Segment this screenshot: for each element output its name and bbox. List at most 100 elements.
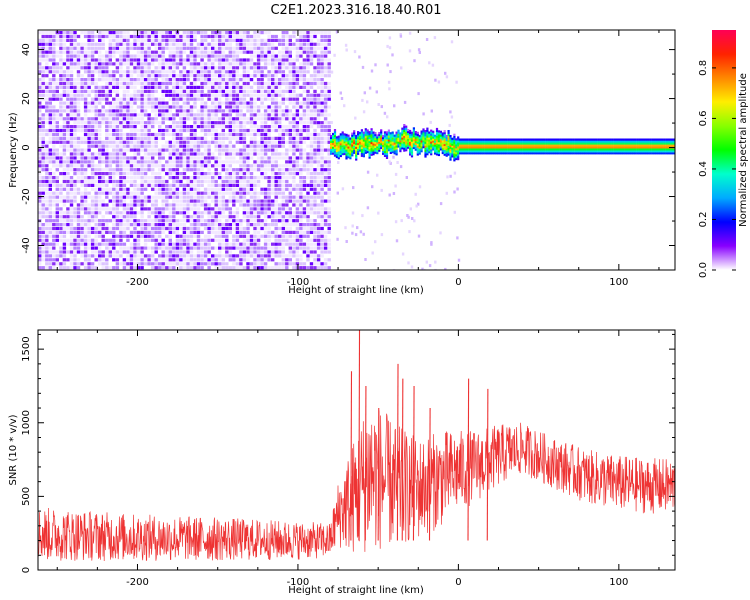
heat-cell — [189, 176, 194, 180]
heat-cell — [76, 46, 81, 50]
heat-cell — [101, 183, 105, 187]
heat-cell — [161, 246, 165, 250]
heat-cell — [76, 160, 81, 164]
heat-cell — [292, 117, 296, 121]
heat-cell — [108, 254, 112, 258]
heat-cell — [221, 266, 225, 270]
heat-cell — [52, 211, 56, 215]
heat-cell — [306, 109, 310, 113]
heat-cell — [278, 219, 282, 223]
heat-cell — [323, 113, 328, 117]
heat-cell — [249, 34, 254, 39]
heat-cell — [182, 38, 187, 42]
heat-cell — [295, 136, 300, 140]
heat-cell — [122, 176, 127, 180]
heat-cell — [302, 66, 307, 70]
heat-cell — [360, 154, 363, 157]
heat-cell — [274, 117, 278, 121]
heat-cell — [221, 211, 225, 215]
heat-cell — [203, 176, 208, 180]
heat-cell — [374, 240, 377, 244]
heat-cell — [122, 70, 127, 74]
heat-cell — [200, 223, 204, 227]
heat-cell — [52, 78, 56, 82]
heat-cell — [119, 31, 123, 35]
heat-cell — [351, 134, 354, 137]
heat-cell — [196, 46, 201, 50]
heat-cell — [165, 250, 169, 254]
heat-cell — [41, 199, 45, 203]
heat-cell — [232, 89, 236, 93]
heat-cell — [161, 250, 165, 254]
heat-cell — [242, 230, 247, 234]
heat-cell — [292, 66, 296, 70]
heat-cell — [136, 70, 141, 74]
heat-cell — [295, 66, 300, 70]
heat-cell — [242, 238, 247, 242]
heat-cell — [115, 31, 120, 35]
heat-cell — [140, 70, 144, 74]
heat-cell — [387, 80, 391, 84]
heat-cell — [98, 187, 102, 191]
heat-cell — [323, 207, 328, 211]
heat-cell — [218, 85, 222, 89]
heat-cell — [355, 140, 358, 143]
heat-cell — [221, 140, 225, 144]
heat-cell — [327, 187, 331, 191]
heat-cell — [263, 199, 268, 203]
heat-cell — [263, 195, 268, 199]
heat-cell — [246, 168, 250, 172]
heat-cell — [292, 42, 296, 46]
heat-cell — [158, 85, 162, 89]
heat-cell — [225, 121, 229, 125]
heat-cell — [168, 156, 172, 160]
heat-cell — [59, 215, 63, 219]
heat-cell — [140, 187, 144, 191]
heat-cell — [253, 38, 257, 42]
heat-cell — [281, 183, 285, 187]
heat-cell — [101, 168, 105, 172]
heat-cell — [335, 148, 338, 151]
heat-cell — [278, 187, 282, 191]
heat-cell — [69, 148, 74, 152]
heat-cell — [165, 93, 169, 97]
heat-cell — [101, 140, 105, 144]
heat-cell — [306, 164, 310, 168]
heat-cell — [105, 262, 109, 266]
heat-cell — [295, 266, 300, 270]
heat-cell — [323, 31, 328, 35]
heat-cell — [278, 234, 282, 238]
heat-cell — [140, 101, 144, 105]
heat-cell — [239, 199, 243, 203]
heat-cell — [253, 152, 257, 156]
heat-cell — [313, 93, 317, 97]
heat-cell — [235, 54, 240, 58]
heat-cell — [306, 54, 310, 58]
heat-cell — [115, 81, 120, 86]
heat-cell — [69, 230, 74, 234]
heat-cell — [281, 187, 285, 191]
heat-cell — [122, 62, 127, 66]
heat-cell — [246, 85, 250, 89]
heat-cell — [161, 101, 165, 105]
heat-cell — [98, 93, 102, 97]
heat-cell — [161, 144, 165, 148]
heat-cell — [41, 211, 45, 215]
heat-cell — [299, 144, 303, 148]
heat-cell — [52, 66, 56, 70]
heat-cell — [154, 191, 158, 195]
heat-cell — [66, 187, 70, 191]
heat-cell — [306, 226, 310, 231]
heat-cell — [172, 140, 176, 144]
heat-cell — [98, 85, 102, 89]
heat-cell — [143, 230, 148, 234]
heat-cell — [136, 211, 141, 215]
heat-cell — [371, 251, 374, 255]
heat-cell — [98, 219, 102, 223]
heat-cell — [256, 109, 261, 113]
heat-cell — [69, 187, 74, 191]
heat-cell — [271, 242, 275, 246]
heat-cell — [448, 123, 451, 127]
heat-cell — [288, 219, 292, 223]
heat-cell — [105, 117, 109, 121]
